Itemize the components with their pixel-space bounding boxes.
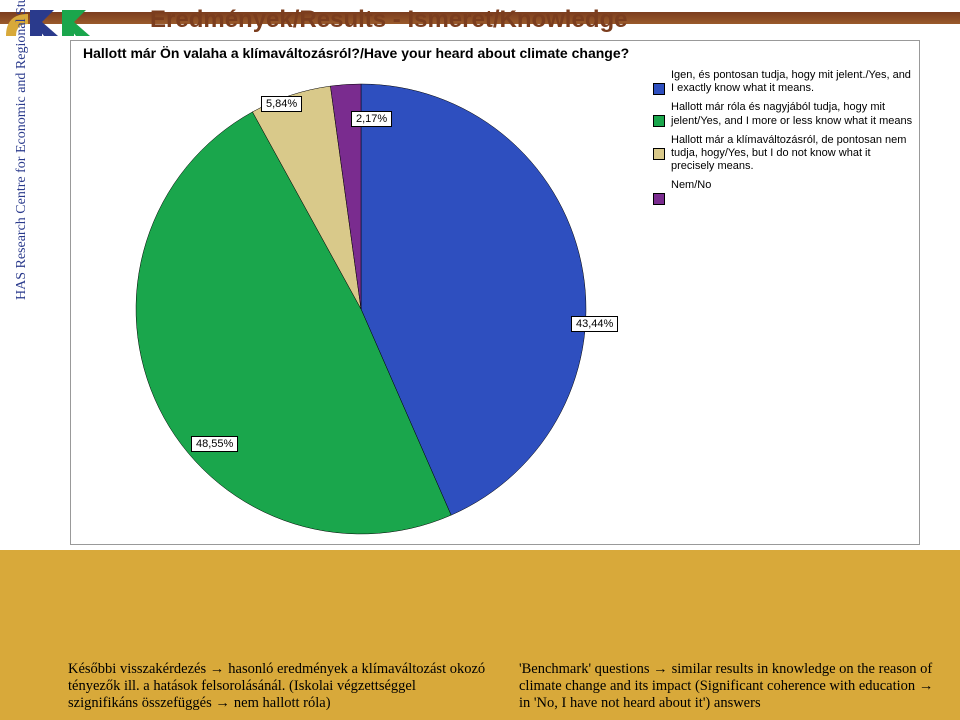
footer-right: 'Benchmark' questions → similar results … — [519, 661, 940, 712]
slice-label-2: 5,84% — [261, 96, 302, 112]
footer-left: Későbbi visszakérdezés → hasonló eredmén… — [68, 661, 489, 712]
page-title: Eredmények/Results - Ismeret/Knowledge — [150, 6, 628, 34]
legend-label: Igen, és pontosan tudja, hogy mit jelent… — [671, 69, 911, 94]
legend-swatch — [653, 148, 665, 160]
legend-item-1: Hallott már róla és nagyjából tudja, hog… — [653, 101, 913, 127]
sidebar-vertical-text: HAS Research Centre for Economic and Reg… — [14, 0, 30, 300]
pie-chart-container: Hallott már Ön valaha a klímaváltozásról… — [70, 40, 920, 545]
legend-label: Hallott már a klímaváltozásról, de ponto… — [671, 134, 906, 172]
legend-item-2: Hallott már a klímaváltozásról, de ponto… — [653, 134, 913, 174]
legend-item-0: Igen, és pontosan tudja, hogy mit jelent… — [653, 69, 913, 95]
chart-title: Hallott már Ön valaha a klímaváltozásról… — [83, 45, 629, 61]
legend-label: Hallott már róla és nagyjából tudja, hog… — [671, 101, 912, 126]
slice-label-1: 48,55% — [191, 436, 238, 452]
slice-label-0: 43,44% — [571, 316, 618, 332]
legend-label: Nem/No — [671, 179, 711, 191]
footer-text: Későbbi visszakérdezés → hasonló eredmén… — [68, 661, 940, 712]
legend-item-3: Nem/No — [653, 179, 913, 192]
legend-swatch — [653, 115, 665, 127]
slice-label-3: 2,17% — [351, 111, 392, 127]
chart-legend: Igen, és pontosan tudja, hogy mit jelent… — [653, 69, 913, 199]
legend-swatch — [653, 83, 665, 95]
legend-swatch — [653, 193, 665, 205]
pie-chart — [131, 79, 591, 539]
